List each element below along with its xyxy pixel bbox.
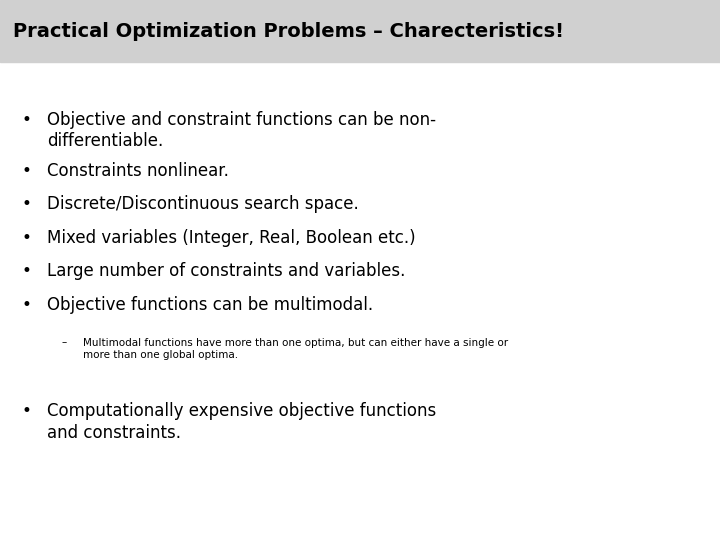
- Text: Multimodal functions have more than one optima, but can either have a single or
: Multimodal functions have more than one …: [83, 338, 508, 360]
- Text: Mixed variables (Integer, Real, Boolean etc.): Mixed variables (Integer, Real, Boolean …: [47, 229, 415, 247]
- Text: Discrete/Discontinuous search space.: Discrete/Discontinuous search space.: [47, 195, 359, 213]
- Text: Objective functions can be multimodal.: Objective functions can be multimodal.: [47, 296, 373, 314]
- Text: •: •: [22, 262, 32, 280]
- Text: Constraints nonlinear.: Constraints nonlinear.: [47, 162, 229, 180]
- Text: Large number of constraints and variables.: Large number of constraints and variable…: [47, 262, 405, 280]
- Text: •: •: [22, 195, 32, 213]
- Text: –: –: [61, 338, 66, 348]
- Text: Objective and constraint functions can be non-
differentiable.: Objective and constraint functions can b…: [47, 111, 436, 150]
- Text: Computationally expensive objective functions
and constraints.: Computationally expensive objective func…: [47, 402, 436, 442]
- Text: •: •: [22, 229, 32, 247]
- FancyBboxPatch shape: [0, 0, 720, 62]
- Text: •: •: [22, 111, 32, 129]
- Text: •: •: [22, 296, 32, 314]
- Text: •: •: [22, 162, 32, 180]
- Text: •: •: [22, 402, 32, 420]
- Text: Practical Optimization Problems – Charecteristics!: Practical Optimization Problems – Charec…: [13, 22, 564, 40]
